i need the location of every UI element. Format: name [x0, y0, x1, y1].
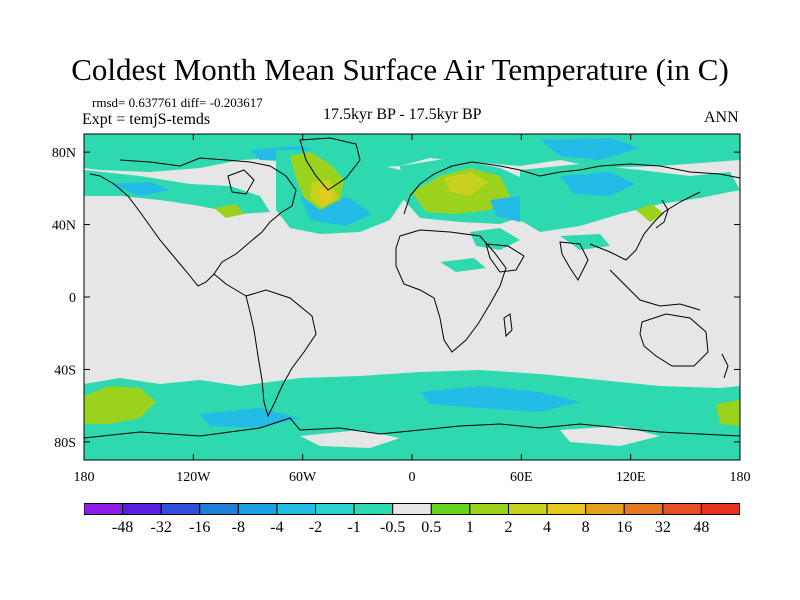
coastline-madagascar [503, 313, 513, 338]
coastline-hudson-bay [227, 169, 255, 195]
colorbar-label: -2 [308, 519, 323, 536]
coastline-india [559, 241, 589, 281]
colorbar-label: -48 [111, 519, 134, 536]
colorbar-label: 4 [543, 519, 552, 536]
colorbar-swatch [507, 503, 548, 515]
colorbar-swatch [160, 503, 201, 515]
colorbar-label: -0.5 [380, 519, 406, 536]
lon-tick-label: 60E [510, 470, 533, 485]
colorbar-label: -16 [189, 519, 211, 536]
colorbar-swatch [122, 503, 162, 515]
anomaly-region-siberia-blue [560, 172, 636, 196]
lon-tick-label: 180 [74, 470, 95, 485]
colorbar-swatch [623, 503, 664, 515]
anomaly-region-arctic-blue-east [540, 138, 640, 160]
coastline-europe [403, 161, 741, 215]
plot-title: Coldest Month Mean Surface Air Temperatu… [71, 52, 729, 87]
colorbar-label: -8 [231, 519, 246, 536]
latitude-axis: 80N 40N 0 40S 80S [52, 146, 740, 451]
anomaly-region-labrador-orange [318, 188, 332, 204]
anomaly-region-southern-ocean-blue [420, 386, 580, 412]
lat-tick-label: 40N [52, 219, 76, 234]
colorbar-swatch [199, 503, 239, 515]
anomaly-region-southern-pacific-green [84, 386, 156, 424]
lat-tick-label: 80S [54, 436, 76, 451]
colorbar-swatch [469, 503, 509, 515]
longitude-axis: 180 120W 60W 0 60E 120E 180 [74, 134, 751, 485]
period-label: 17.5kyr BP - 17.5kyr BP [323, 106, 482, 123]
anomaly-region-asia-green [636, 204, 664, 222]
colorbar-label: -4 [270, 519, 284, 536]
colorbar-swatch [392, 503, 432, 515]
colorbar-label: 32 [654, 519, 671, 536]
colorbar-swatch [700, 503, 740, 515]
coastline-south-america [245, 289, 317, 418]
colorbar-swatch [276, 503, 317, 515]
coastline-antarctica [83, 417, 741, 439]
anomaly-region-africa-cyan [440, 258, 486, 272]
coastlines [83, 137, 741, 439]
colorbar-swatch [662, 503, 702, 515]
colorbar-label: 0.5 [421, 519, 442, 536]
lon-tick-label: 0 [409, 470, 416, 485]
anomaly-region-antarctic-gray-1 [300, 430, 400, 448]
colorbar-swatch [585, 503, 625, 515]
colorbar-label: -32 [150, 519, 172, 536]
colorbar-label: -1 [347, 519, 361, 536]
colorbar-label: 8 [581, 519, 590, 536]
coastline-new-zealand [721, 353, 729, 379]
season-label: ANN [704, 109, 739, 126]
coastline-greenland [299, 137, 361, 191]
coastline-east-asia [589, 191, 701, 261]
lon-tick-label: 120E [616, 470, 646, 485]
colorbar-label: 2 [504, 519, 513, 536]
colorbar-swatch [546, 503, 587, 515]
anomaly-region-north-america-cyan [84, 170, 270, 214]
lat-tick-label: 40S [54, 363, 76, 378]
colorbar-swatch [430, 503, 471, 515]
colorbar-swatch [237, 503, 278, 515]
colorbar-swatch [315, 503, 355, 515]
coastline-australia [639, 313, 709, 367]
coastline-southeast-asia [609, 269, 701, 311]
colorbar-swatch [84, 503, 124, 515]
coastline-north-america [89, 157, 297, 287]
lon-tick-label: 180 [730, 470, 751, 485]
colorbar-label: 48 [693, 519, 710, 536]
colorbar [84, 503, 740, 515]
lon-tick-label: 120W [176, 470, 211, 485]
coastline-arabia [485, 243, 525, 273]
coastline-japan [655, 199, 669, 229]
colorbar-label: 1 [465, 519, 474, 536]
coastline-africa [395, 229, 507, 353]
anomaly-region-southern-pacific-green-east [716, 400, 740, 426]
colorbar-swatch [353, 503, 394, 515]
lat-tick-label: 0 [69, 291, 76, 306]
temperature-anomaly-field [84, 134, 740, 460]
anomaly-region-middle-east-cyan [470, 228, 520, 250]
experiment-label: Expt = temjS-temds [82, 111, 211, 128]
coastline-central-america [213, 273, 247, 297]
colorbar-label: 16 [616, 519, 633, 536]
rmsd-diff-stats: rmsd= 0.637761 diff= -0.203617 [92, 95, 263, 110]
lat-tick-label: 80N [52, 146, 76, 161]
anomaly-region-north-america-blue [110, 182, 170, 196]
anomaly-region-antarctic-gray-2 [560, 426, 660, 446]
anomaly-region-north-america-green [214, 204, 244, 218]
anomaly-region-europe-yellow [444, 172, 488, 196]
anomaly-region-india-cyan [560, 234, 610, 250]
lon-tick-label: 60W [289, 470, 317, 485]
